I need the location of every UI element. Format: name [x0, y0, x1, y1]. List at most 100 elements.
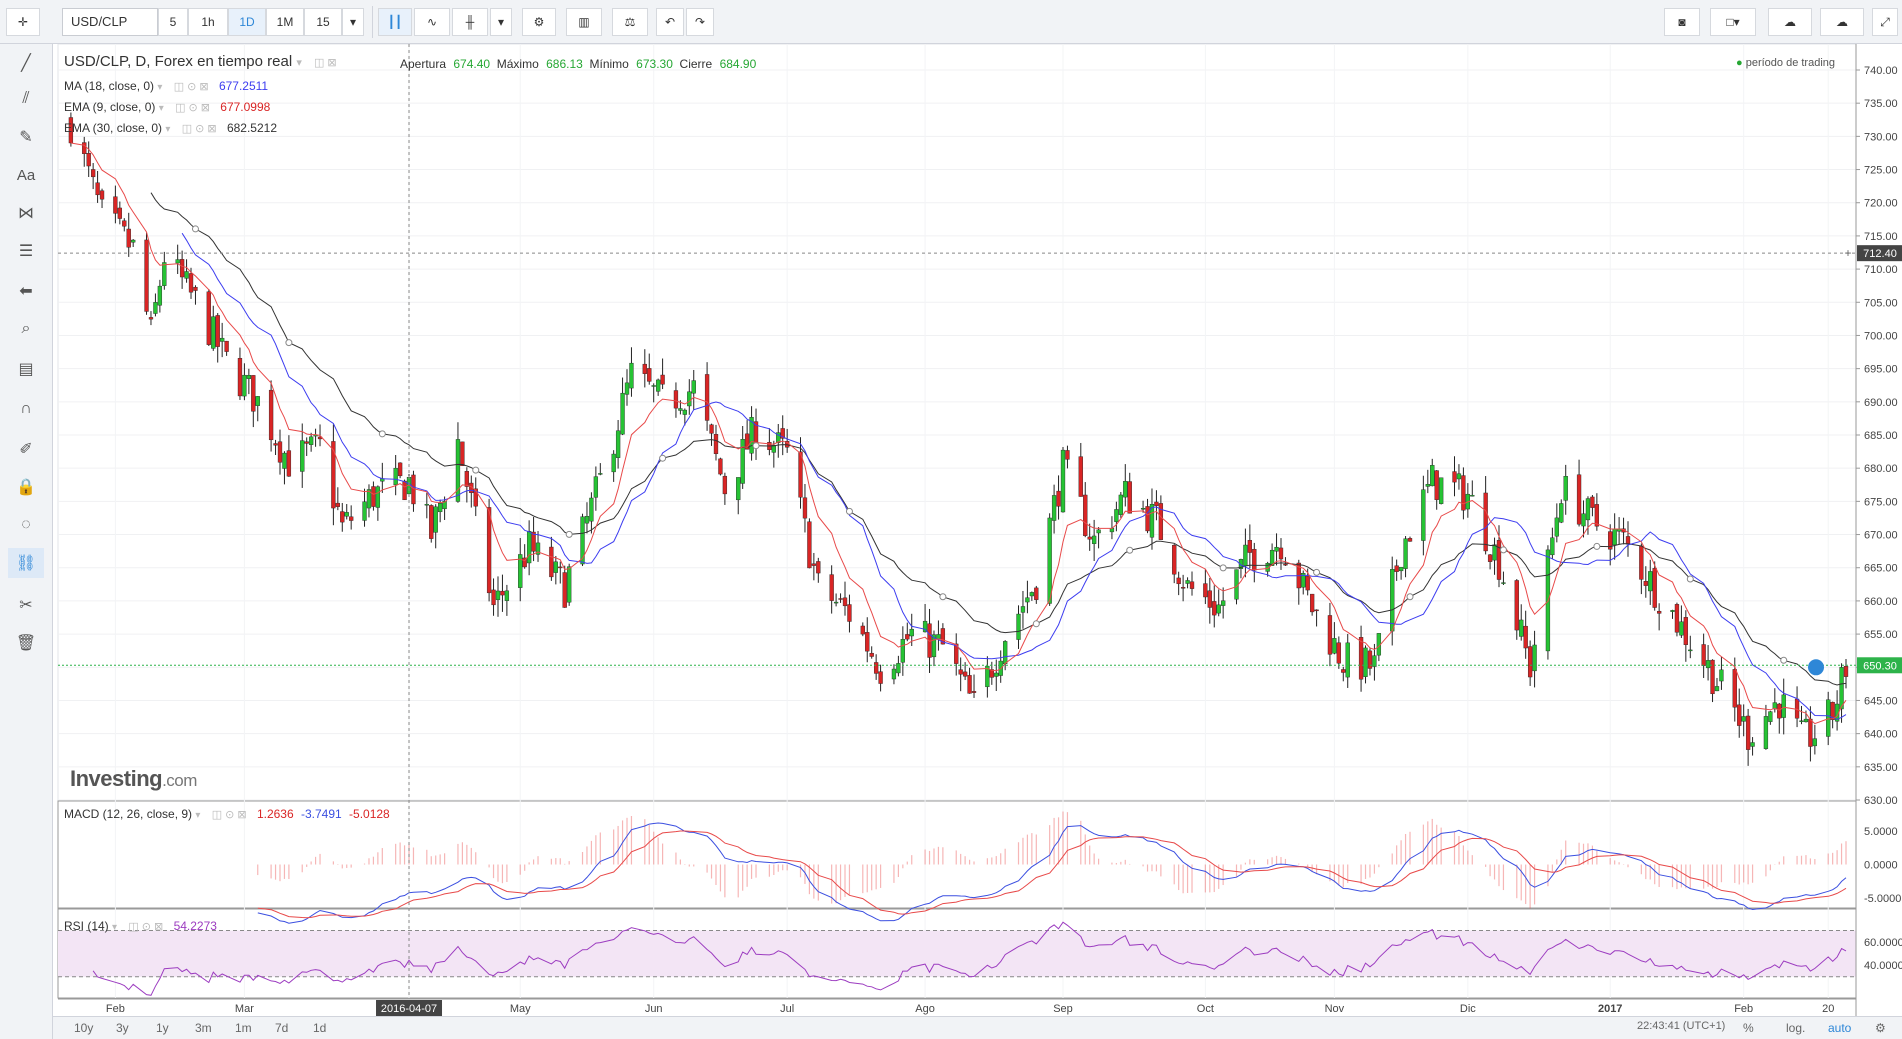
candle-up	[1243, 544, 1248, 566]
candle-up	[611, 453, 616, 473]
chart-settings-gear-icon[interactable]: ⚙	[1875, 1021, 1886, 1035]
background-color-icon[interactable]: □▾	[1710, 8, 1756, 36]
candle-up	[157, 285, 163, 306]
interval-1m-button[interactable]: 1M	[266, 8, 304, 36]
candle-up	[1839, 667, 1844, 710]
candle-down	[188, 273, 194, 293]
lock-icon[interactable]: 🔒	[16, 479, 36, 496]
log-scale-toggle[interactable]: log.	[1786, 1021, 1806, 1035]
interval-5-button[interactable]: 5	[158, 8, 188, 36]
bars-style-icon[interactable]: ╫	[452, 8, 488, 36]
candle-up	[1532, 644, 1537, 672]
range-3y-button[interactable]: 3y	[116, 1021, 129, 1035]
time-tick-label: 2017	[1598, 1003, 1622, 1015]
ema30-marker	[659, 454, 667, 462]
rsi-pane[interactable]	[58, 921, 1856, 996]
candle-up	[615, 430, 621, 458]
candles-style-icon[interactable]: ┃┃	[378, 8, 412, 36]
trash-icon[interactable]: 🗑	[15, 635, 37, 652]
ema30-marker	[939, 593, 947, 601]
fib-icon[interactable]: ☰	[18, 243, 34, 260]
candle-down	[340, 511, 345, 523]
price-pane-bg	[57, 43, 1857, 801]
style-dropdown-icon[interactable]: ▾	[490, 8, 512, 36]
candle-down	[802, 497, 808, 519]
crosshair-icon[interactable]: ✛	[6, 8, 40, 36]
candle-up	[749, 417, 754, 454]
hide-eye-icon[interactable]: ◌	[21, 516, 31, 533]
ema9-label: EMA (9, close, 0)	[64, 100, 156, 114]
ema30-marker	[752, 442, 760, 450]
load-cloud-icon[interactable]: ☁	[1768, 8, 1812, 36]
candle-up	[1670, 610, 1675, 612]
interval-15-button[interactable]: 15	[304, 8, 342, 36]
zoom-icon[interactable]: ⌕	[21, 320, 31, 337]
candle-down	[402, 480, 407, 501]
interval-dropdown-icon[interactable]: ▾	[342, 8, 364, 36]
candle-down	[286, 450, 292, 477]
range-10y-button[interactable]: 10y	[74, 1021, 94, 1035]
snapshot-camera-icon[interactable]: ◙	[1664, 8, 1700, 36]
candle-down	[1830, 701, 1835, 720]
candle-up	[366, 489, 372, 509]
candle-down	[1701, 644, 1706, 666]
time-tick-label: May	[510, 1003, 531, 1015]
redo-icon[interactable]: ↷	[686, 8, 714, 36]
candle-down	[1172, 544, 1177, 575]
candle-down	[1656, 610, 1662, 614]
range-1d-button[interactable]: 1d	[313, 1021, 327, 1035]
undo-icon[interactable]: ↶	[656, 8, 684, 36]
ema30-marker	[285, 339, 293, 347]
brush-icon[interactable]: ✎	[19, 129, 33, 146]
range-7d-button[interactable]: 7d	[275, 1021, 289, 1035]
candle-up	[687, 391, 692, 407]
ema30-label: EMA (30, close, 0)	[64, 121, 163, 135]
back-arrow-icon[interactable]: ⬅	[19, 283, 33, 300]
stay-drawing-icon[interactable]: ✐	[19, 441, 33, 458]
rsi-legend: RSI (14) ▾ ◫⊙⊠ 54.2273	[64, 919, 217, 933]
candle-up	[1051, 495, 1057, 521]
candle-down	[82, 142, 87, 154]
ma18-label: MA (18, close, 0)	[64, 79, 155, 93]
macd-pane-bg	[57, 800, 1857, 909]
candle-up	[1403, 538, 1408, 569]
pattern-icon[interactable]: ⋈	[18, 205, 34, 222]
pitchfork-icon[interactable]: ⫽	[22, 90, 30, 107]
candle-down	[1305, 575, 1310, 591]
ema30-marker	[565, 530, 573, 538]
macd-pane[interactable]	[257, 811, 1847, 924]
fullscreen-icon[interactable]: ⤢	[1872, 8, 1898, 36]
compare-icon[interactable]: ⚖	[612, 8, 648, 36]
candle-up	[504, 590, 510, 601]
candle-down	[349, 516, 354, 521]
indicators-icon[interactable]: ▥	[566, 8, 602, 36]
save-cloud-icon[interactable]: ☁	[1820, 8, 1864, 36]
candle-down	[1523, 625, 1528, 649]
measure-icon[interactable]: ▤	[18, 361, 34, 378]
range-3m-button[interactable]: 3m	[195, 1021, 212, 1035]
range-1y-button[interactable]: 1y	[156, 1021, 169, 1035]
sync-link-icon[interactable]: ⛓	[8, 548, 44, 578]
symbol-input[interactable]: USD/CLP	[62, 8, 158, 36]
price-pane[interactable]	[68, 112, 1849, 766]
time-tick-label: Sep	[1053, 1003, 1073, 1015]
ema30-marker	[845, 507, 853, 515]
price-tick-label: 680.00	[1864, 463, 1898, 475]
text-tool-icon[interactable]: Aa	[16, 166, 36, 184]
candle-up	[624, 382, 630, 395]
settings-gear-icon[interactable]: ⚙	[522, 8, 556, 36]
candle-down	[1065, 450, 1070, 460]
trend-line-icon[interactable]: ╱	[21, 55, 31, 72]
interval-1d-button[interactable]: 1D	[228, 8, 266, 36]
line-style-icon[interactable]: ∿	[414, 8, 450, 36]
tools-wrench-icon[interactable]: ✂	[19, 597, 33, 614]
range-1m-button[interactable]: 1m	[235, 1021, 252, 1035]
interval-1h-button[interactable]: 1h	[188, 8, 228, 36]
candle-up	[931, 634, 937, 658]
auto-scale-toggle[interactable]: auto	[1828, 1021, 1852, 1035]
percent-scale-toggle[interactable]: %	[1743, 1021, 1754, 1035]
candle-up	[1501, 582, 1506, 584]
candle-up	[300, 440, 305, 472]
magnet-icon[interactable]: ∩	[20, 400, 32, 417]
